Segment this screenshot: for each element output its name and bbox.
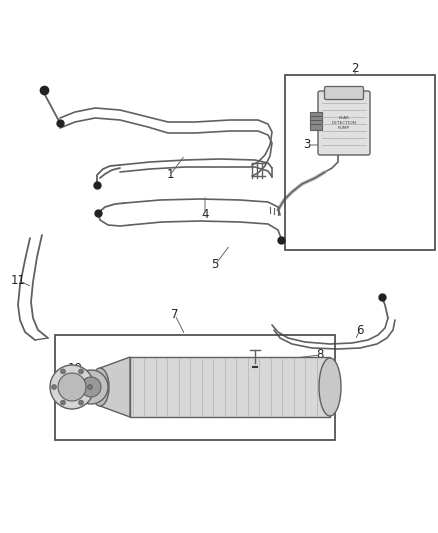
Text: 3: 3 xyxy=(303,139,311,151)
Text: 10: 10 xyxy=(67,361,82,375)
Circle shape xyxy=(74,370,108,404)
Text: LEAK
DETECTION
PUMP: LEAK DETECTION PUMP xyxy=(332,116,357,130)
Circle shape xyxy=(78,369,84,374)
Circle shape xyxy=(60,369,66,374)
Text: 7: 7 xyxy=(171,309,179,321)
Ellipse shape xyxy=(91,368,109,406)
Circle shape xyxy=(88,384,92,390)
Text: 9: 9 xyxy=(111,361,119,375)
Circle shape xyxy=(50,365,94,409)
Circle shape xyxy=(60,400,66,405)
Bar xyxy=(310,112,322,130)
Bar xyxy=(55,335,335,440)
Polygon shape xyxy=(100,357,130,417)
Text: 1: 1 xyxy=(166,168,174,182)
Text: 8: 8 xyxy=(316,349,324,361)
Circle shape xyxy=(52,384,57,390)
Text: 4: 4 xyxy=(201,208,209,222)
Text: 6: 6 xyxy=(356,324,364,336)
Text: 5: 5 xyxy=(211,259,219,271)
FancyBboxPatch shape xyxy=(325,86,364,100)
Text: 2: 2 xyxy=(351,61,359,75)
Circle shape xyxy=(78,400,84,405)
Bar xyxy=(285,75,435,250)
Circle shape xyxy=(81,377,101,397)
Bar xyxy=(130,357,330,417)
Text: 11: 11 xyxy=(11,273,25,287)
Circle shape xyxy=(58,373,86,401)
Ellipse shape xyxy=(319,358,341,416)
FancyBboxPatch shape xyxy=(318,91,370,155)
